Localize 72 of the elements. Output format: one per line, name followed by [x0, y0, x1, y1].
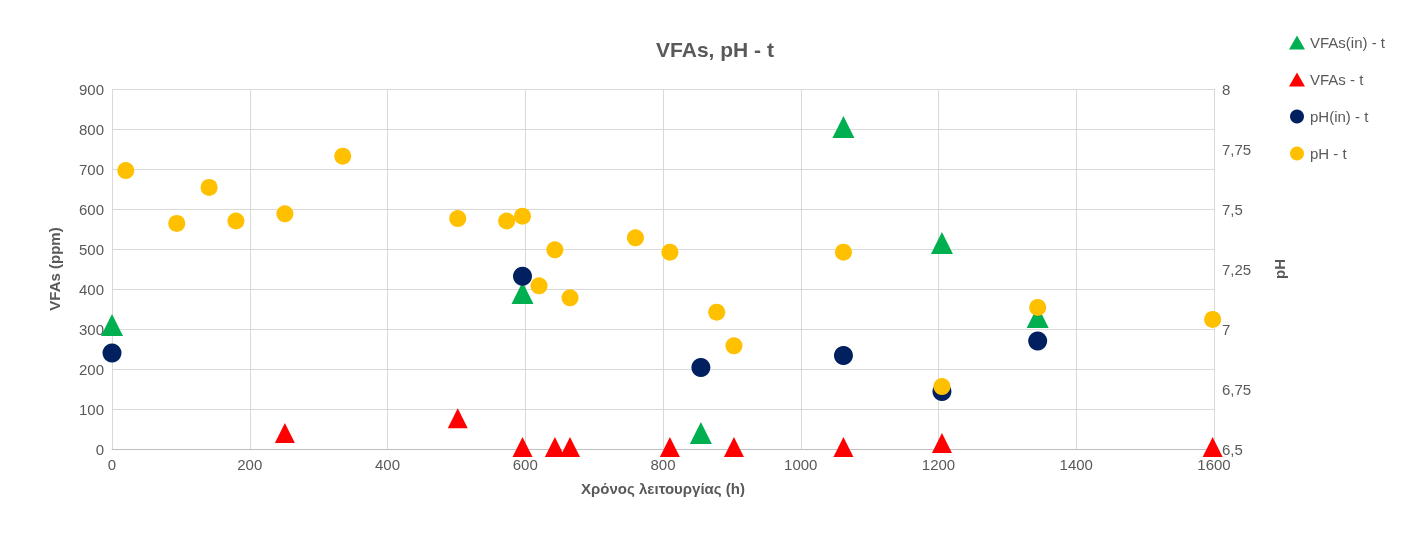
y-tick-label: 900 [78, 80, 104, 98]
x-tick-label: 1400 [1059, 456, 1093, 473]
point [168, 214, 186, 232]
y-tick-label: 800 [78, 120, 104, 138]
point [708, 303, 726, 321]
y-tick-label: 300 [78, 320, 104, 338]
x-tick-label: 1200 [921, 456, 956, 473]
point [834, 243, 852, 261]
point [1028, 331, 1048, 351]
x-tick-label: 1000 [784, 456, 818, 473]
y-tick-label: 100 [78, 400, 104, 418]
point [1029, 298, 1047, 316]
point [449, 210, 467, 228]
point [723, 437, 744, 457]
point [227, 212, 245, 230]
y-tick-label: 200 [78, 360, 104, 378]
x-tick-label: 600 [512, 456, 538, 473]
point [626, 229, 644, 247]
point [725, 337, 743, 355]
point [931, 433, 952, 453]
x-tick-label: 800 [650, 456, 676, 473]
point [1202, 437, 1223, 457]
legend-label: VFAs - t [1309, 71, 1365, 88]
point [276, 205, 294, 223]
y2-tick-label: 7,25 [1222, 260, 1252, 278]
point [659, 437, 680, 457]
point [930, 232, 953, 254]
y-tick-label: 500 [78, 240, 104, 258]
point [102, 343, 122, 363]
x-tick-label: 400 [374, 456, 401, 473]
legend-label: pH(in) - t [1309, 108, 1370, 125]
point [513, 266, 532, 286]
x-tick-label: 1600 [1197, 456, 1231, 473]
point [933, 378, 951, 396]
y-tick-label: 600 [78, 200, 104, 218]
chart-title: VFAs, pH - t [656, 38, 774, 61]
y2-axis-title: pH [1271, 259, 1288, 279]
point [546, 241, 564, 259]
x-tick-label: 200 [237, 456, 263, 473]
point [274, 423, 295, 443]
point [1204, 310, 1222, 328]
point [689, 422, 712, 444]
point [498, 212, 516, 230]
point [200, 178, 218, 196]
legend-label: VFAs(in) - t [1309, 34, 1386, 51]
x-tick-label: 0 [107, 456, 117, 473]
y2-tick-label: 8 [1222, 80, 1231, 98]
y-tick-label: 400 [78, 280, 104, 298]
y-tick-label: 0 [95, 440, 104, 458]
point [514, 207, 531, 225]
point [512, 437, 533, 457]
point [334, 147, 352, 165]
point [661, 243, 679, 261]
y2-tick-label: 6,5 [1222, 440, 1243, 458]
point [833, 437, 854, 457]
y2-tick-label: 6,75 [1222, 380, 1252, 398]
point [832, 116, 855, 138]
point [544, 437, 565, 457]
point [447, 408, 468, 429]
y-axis-title: VFAs (ppm) [46, 227, 63, 311]
legend-label: pH - t [1309, 145, 1348, 162]
point [530, 277, 548, 295]
y2-tick-label: 7,5 [1222, 200, 1243, 218]
x-axis-title: Χρόνος λειτουργίας (h) [581, 480, 745, 497]
y2-tick-label: 7 [1222, 320, 1231, 338]
y-tick-label: 700 [78, 160, 104, 178]
y2-tick-label: 7,75 [1222, 140, 1252, 158]
point [561, 289, 579, 307]
point [691, 357, 711, 377]
point [833, 345, 853, 365]
point [560, 437, 581, 457]
point [117, 162, 135, 180]
